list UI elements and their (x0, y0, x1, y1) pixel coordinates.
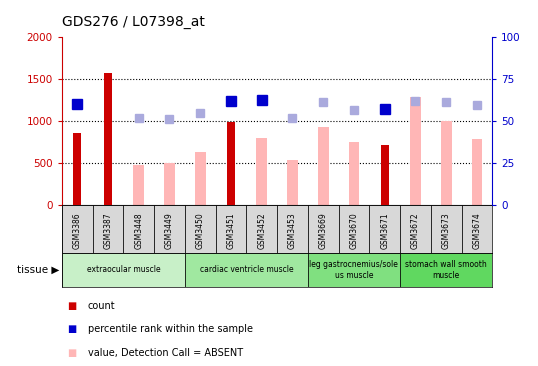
Bar (62, 253, 185, 287)
Text: value, Detection Call = ABSENT: value, Detection Call = ABSENT (88, 348, 243, 358)
Bar (216, 205, 246, 253)
Bar (287, 160, 298, 205)
Bar (164, 163, 175, 205)
Bar (277, 205, 308, 253)
Bar (246, 205, 277, 253)
Bar (133, 165, 144, 205)
Bar (318, 127, 329, 205)
Text: GSM3453: GSM3453 (288, 212, 297, 249)
Bar (256, 138, 267, 205)
Bar (62, 205, 93, 253)
Text: GSM3448: GSM3448 (134, 212, 143, 249)
Bar (369, 205, 400, 253)
Bar (400, 253, 492, 287)
Text: GSM3670: GSM3670 (349, 212, 358, 249)
Bar (338, 205, 369, 253)
Bar (73, 132, 81, 205)
Bar (154, 205, 185, 253)
Text: GSM3450: GSM3450 (196, 212, 205, 249)
Text: percentile rank within the sample: percentile rank within the sample (88, 324, 253, 335)
Bar (104, 73, 112, 205)
Text: GSM3386: GSM3386 (73, 212, 82, 249)
Bar (471, 139, 482, 205)
Text: cardiac ventricle muscle: cardiac ventricle muscle (200, 265, 293, 274)
Text: GSM3673: GSM3673 (442, 212, 451, 249)
Bar (195, 152, 206, 205)
Text: GSM3449: GSM3449 (165, 212, 174, 249)
Text: GSM3387: GSM3387 (103, 212, 112, 249)
Bar (441, 121, 451, 205)
Text: stomach wall smooth
muscle: stomach wall smooth muscle (405, 260, 487, 280)
Bar (381, 145, 388, 205)
Bar (93, 205, 123, 253)
Text: tissue ▶: tissue ▶ (17, 265, 59, 275)
Bar (308, 253, 400, 287)
Bar (185, 253, 308, 287)
Text: GSM3451: GSM3451 (226, 212, 236, 249)
Bar (227, 123, 235, 205)
Bar (431, 205, 462, 253)
Text: GSM3452: GSM3452 (257, 212, 266, 249)
Text: GDS276 / L07398_at: GDS276 / L07398_at (62, 15, 205, 29)
Text: GSM3674: GSM3674 (472, 212, 482, 249)
Text: ■: ■ (67, 324, 76, 335)
Text: ■: ■ (67, 300, 76, 311)
Text: GSM3669: GSM3669 (318, 212, 328, 249)
Bar (400, 205, 431, 253)
Bar (349, 142, 359, 205)
Text: extraocular muscle: extraocular muscle (87, 265, 160, 274)
Text: count: count (88, 300, 115, 311)
Text: GSM3672: GSM3672 (411, 212, 420, 249)
Bar (185, 205, 216, 253)
Bar (410, 97, 421, 205)
Text: leg gastrocnemius/sole
us muscle: leg gastrocnemius/sole us muscle (309, 260, 398, 280)
Text: GSM3671: GSM3671 (380, 212, 389, 249)
Bar (308, 205, 338, 253)
Text: ■: ■ (67, 348, 76, 358)
Bar (462, 205, 492, 253)
Bar (123, 205, 154, 253)
